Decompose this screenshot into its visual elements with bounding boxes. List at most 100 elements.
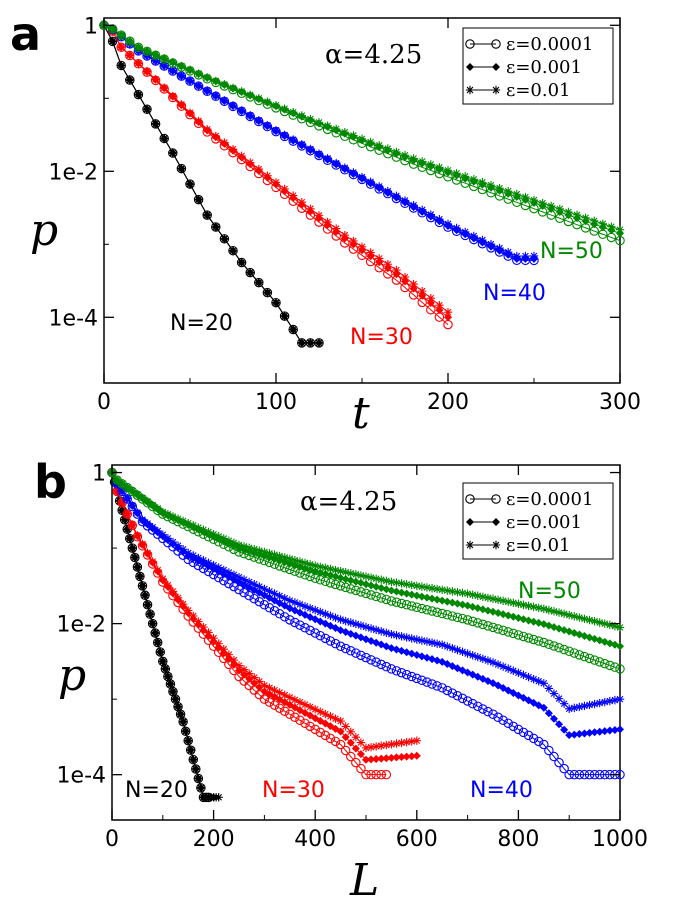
panel-b-line xyxy=(111,472,219,798)
panel-a-point xyxy=(590,216,599,226)
panel-b-point xyxy=(274,703,285,713)
panel-a-point xyxy=(237,106,246,115)
panel-b-point xyxy=(590,699,599,709)
panel-b-point xyxy=(361,588,371,599)
panel-b-point xyxy=(371,657,381,667)
panel-b-point xyxy=(616,725,624,734)
panel-b-point xyxy=(524,672,533,682)
panel-b-point xyxy=(554,757,564,768)
panel-a-point xyxy=(263,97,272,106)
panel-a-alpha: α=4.25 xyxy=(325,40,422,70)
panel-b-point xyxy=(371,574,381,583)
panel-b-point xyxy=(473,618,483,628)
panel-b-point xyxy=(401,669,412,680)
panel-a-point xyxy=(357,242,367,251)
panel-b-point xyxy=(229,538,239,548)
panel-b-point xyxy=(549,714,558,723)
panel-b-point xyxy=(539,703,548,712)
panel-b-point xyxy=(117,479,127,488)
panel-a-point xyxy=(435,306,444,315)
panel-b-point xyxy=(376,593,386,603)
panel-b-point xyxy=(600,697,609,707)
panel-b-point xyxy=(376,659,386,670)
panel-a-series-N=20-eps0 xyxy=(99,20,324,348)
panel-b-point xyxy=(422,637,432,646)
panel-b-point xyxy=(351,619,361,629)
panel-a-point xyxy=(452,223,461,233)
panel-a-point xyxy=(400,196,410,205)
panel-b-point xyxy=(544,605,554,615)
panel-b-point xyxy=(325,733,336,744)
panel-b-point xyxy=(508,628,519,639)
panel-a-line xyxy=(103,25,319,344)
panel-b-point xyxy=(372,755,381,764)
panel-b-xtick-label: 0 xyxy=(105,827,119,852)
panel-b-point xyxy=(194,553,203,563)
panel-b-point xyxy=(171,694,180,704)
panel-b-point xyxy=(422,583,432,592)
panel-b-point xyxy=(493,660,503,669)
panel-b-point xyxy=(580,614,589,623)
panel-b-ytick-label: 1e-4 xyxy=(57,764,106,789)
panel-b-point xyxy=(214,639,223,648)
panel-a-point xyxy=(461,172,470,181)
panel-b-point xyxy=(452,690,463,701)
panel-b-point xyxy=(234,661,244,670)
panel-b-point xyxy=(473,701,483,712)
panel-b-point xyxy=(524,601,533,611)
panel-a-point xyxy=(444,313,452,322)
panel-a-point xyxy=(220,96,229,105)
panel-b-point xyxy=(569,769,580,780)
panel-b-point xyxy=(443,642,452,651)
panel-b-n20-label: N=20 xyxy=(125,778,188,803)
panel-b-point xyxy=(595,698,604,708)
panel-b-point xyxy=(381,769,392,780)
panel-a-point xyxy=(237,258,246,267)
panel-b-point xyxy=(387,630,396,639)
panel-b-point xyxy=(504,597,513,607)
panel-b-point xyxy=(270,589,279,598)
panel-b-point xyxy=(467,616,478,627)
panel-b-point xyxy=(235,666,243,675)
panel-b-point xyxy=(356,763,366,774)
panel-b-point xyxy=(346,646,356,656)
panel-a-legend-marker xyxy=(491,85,501,95)
panel-b-xlabel: L xyxy=(349,855,379,906)
panel-b-point xyxy=(265,587,274,596)
panel-a-point xyxy=(117,30,126,40)
panel-b-point xyxy=(478,654,488,663)
panel-b-point xyxy=(145,609,155,619)
panel-a-point xyxy=(598,219,607,228)
panel-a-point xyxy=(194,116,203,126)
panel-a-point xyxy=(383,186,392,196)
panel-b-point xyxy=(438,640,447,649)
panel-b-point xyxy=(341,568,350,577)
panel-a-point xyxy=(289,325,298,334)
panel-b-point xyxy=(392,739,401,748)
panel-b-point xyxy=(128,501,137,510)
panel-b-point xyxy=(396,667,407,678)
panel-b-point xyxy=(580,701,589,711)
panel-a-legend-label: ε=0.001 xyxy=(506,57,582,78)
panel-a-point xyxy=(125,50,134,60)
panel-b-point xyxy=(387,740,396,749)
panel-b-point xyxy=(533,736,544,747)
panel-a-ytick-label: 1e-4 xyxy=(49,306,98,331)
panel-b-point xyxy=(514,668,523,678)
panel-b-point xyxy=(269,606,280,616)
panel-b-point xyxy=(513,630,524,640)
panel-b-point xyxy=(539,637,549,648)
panel-b-xtick-label: 1000 xyxy=(592,827,648,852)
panel-a-point xyxy=(297,197,306,207)
panel-a-point xyxy=(211,76,220,86)
panel-b-point xyxy=(143,497,152,506)
panel-b-point xyxy=(366,573,376,582)
panel-a-point xyxy=(392,191,401,201)
panel-a-series-N=20-eps1 xyxy=(100,21,323,347)
panel-a-legend-marker xyxy=(466,63,474,71)
panel-a-point xyxy=(572,210,582,220)
panel-a-point xyxy=(435,300,444,310)
panel-b-point xyxy=(376,769,386,780)
panel-a-point xyxy=(504,247,513,257)
